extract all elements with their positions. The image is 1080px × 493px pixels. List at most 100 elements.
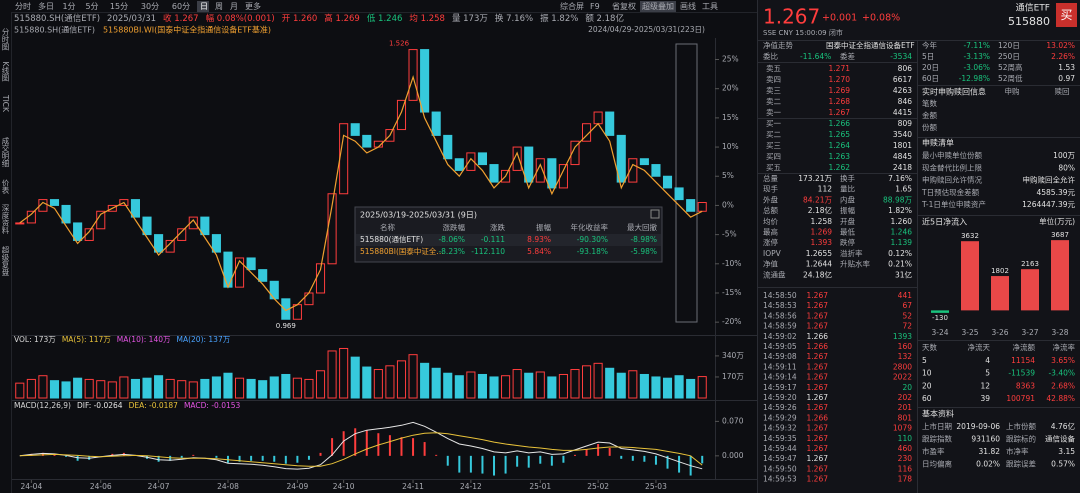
volume-bar xyxy=(281,373,291,399)
candle xyxy=(639,158,649,166)
column-header: 天数 xyxy=(922,342,937,352)
row-label: T-1日单位申赎资产 xyxy=(921,199,986,209)
y-tick-label: 340万 xyxy=(722,351,744,360)
section-title: 实时申购赎回信息 xyxy=(922,87,986,97)
perf-value: -7.11% xyxy=(963,41,990,50)
candle xyxy=(512,146,522,171)
period-tab[interactable]: 日 xyxy=(200,2,208,11)
period-tab[interactable]: 5分 xyxy=(85,2,98,11)
label: 收 1.267 xyxy=(163,13,199,24)
stat-label: 外盘 xyxy=(763,194,778,204)
side-tab[interactable]: 分时图 xyxy=(1,28,10,52)
row-label: 跟踪误差 xyxy=(1006,459,1036,469)
book-volume: 4845 xyxy=(893,152,912,161)
period-tab[interactable]: 60分 xyxy=(172,2,190,11)
period-tab[interactable]: 1分 xyxy=(62,2,75,11)
popup-column: 最大回撤 xyxy=(627,222,657,232)
tool-button[interactable]: 工具 xyxy=(702,2,718,11)
trade-volume: 160 xyxy=(898,342,913,351)
trade-button[interactable] xyxy=(1056,3,1077,27)
stat-label: 升贴水率 xyxy=(840,259,870,269)
trade-time: 14:59:11 xyxy=(763,362,797,371)
tool-button[interactable]: 省复权 xyxy=(612,1,636,11)
label: 515880BI.WI(国泰中证全指通信设备ETF基准) xyxy=(103,25,271,35)
row-value: 0.57% xyxy=(1051,460,1075,469)
trade-volume: 67 xyxy=(902,301,912,310)
period-tab[interactable]: 分时 xyxy=(15,1,31,11)
candle xyxy=(420,49,430,113)
candle xyxy=(119,199,129,206)
side-tab[interactable]: 超级复盘 xyxy=(1,246,10,276)
x-tick-label: 24-08 xyxy=(217,482,239,491)
side-tab[interactable]: K线图 xyxy=(1,62,10,83)
stat-label: 内盘 xyxy=(840,194,855,204)
flow-bar xyxy=(961,241,979,311)
book-volume: 3540 xyxy=(893,130,912,139)
stat-label: 总量 xyxy=(763,173,778,183)
period-tab[interactable]: 多日 xyxy=(38,1,54,11)
candle xyxy=(396,99,407,131)
trade-price: 1.267 xyxy=(807,291,829,300)
flow-cell: 42.88% xyxy=(1046,394,1075,403)
period-tab[interactable]: 月 xyxy=(230,2,238,11)
popup-title: 2025/03/19-2025/03/31 (9日) xyxy=(360,211,477,220)
popup-column: 振幅 xyxy=(536,222,551,232)
volume-bar xyxy=(223,372,233,399)
candle xyxy=(628,158,638,183)
candle xyxy=(431,111,441,136)
label: MA(5): 117万 xyxy=(62,335,111,344)
flow-bar xyxy=(991,276,1009,311)
volume-bar xyxy=(489,376,499,399)
popup-cell: -8.98% xyxy=(630,235,657,244)
popup-close[interactable] xyxy=(650,209,660,219)
stat-label: 最高 xyxy=(763,227,778,237)
volume-bar xyxy=(315,370,326,399)
row-value: 1264447.39元 xyxy=(1022,200,1075,209)
candle xyxy=(616,134,626,183)
period-tab[interactable]: 15分 xyxy=(110,2,128,11)
stat-label: 最低 xyxy=(840,227,855,237)
trade-time: 14:58:56 xyxy=(763,311,797,320)
trade-volume: 202 xyxy=(898,393,913,402)
side-tab[interactable]: 成交明细 xyxy=(1,136,10,169)
trade-button-label[interactable]: 买 xyxy=(1060,8,1072,22)
period-tab[interactable]: 周 xyxy=(215,2,223,11)
trade-volume: 460 xyxy=(898,444,913,453)
candle xyxy=(142,216,152,236)
candle xyxy=(662,175,673,189)
side-tab[interactable]: 价表 xyxy=(1,179,10,195)
trade-time: 14:58:53 xyxy=(763,301,797,310)
perf-value: -3.13% xyxy=(963,52,990,61)
row-value: 4.76亿 xyxy=(1051,421,1076,431)
candle xyxy=(38,199,48,212)
stat-value: 7.16% xyxy=(888,174,912,183)
period-tab[interactable]: 30分 xyxy=(141,2,159,11)
perf-value: -3.06% xyxy=(963,63,990,72)
side-tab[interactable]: TICK xyxy=(1,94,10,113)
tool-button[interactable]: 综合屏 xyxy=(560,1,584,11)
perf-value: 1.53 xyxy=(1058,63,1075,72)
popup-cell: 5.84% xyxy=(527,247,551,256)
volume-bar xyxy=(512,369,522,399)
label: 振 1.82% xyxy=(540,13,578,24)
tool-button[interactable]: 画线 xyxy=(680,1,696,11)
candle xyxy=(84,228,94,241)
scroll-frame[interactable] xyxy=(675,43,698,323)
popup-cell: 515880(通信ETF) xyxy=(360,234,423,244)
volume-bar xyxy=(524,372,534,399)
row-value: 80% xyxy=(1058,163,1075,172)
column-header: 净流率 xyxy=(1053,342,1076,352)
period-tab[interactable]: 更多 xyxy=(245,1,261,11)
trade-volume: 132 xyxy=(898,352,913,361)
trade-volume: 52 xyxy=(902,311,912,320)
stat-label: 换手 xyxy=(840,173,855,183)
stat-value: 84.21万 xyxy=(803,195,832,204)
flow-cell: 5 xyxy=(985,369,990,378)
volume-bar xyxy=(188,381,198,399)
side-tab[interactable]: 深度资料 xyxy=(1,204,10,236)
label: 额 2.18亿 xyxy=(585,13,624,24)
tool-button[interactable]: F9 xyxy=(590,2,600,11)
volume-bar xyxy=(15,382,25,399)
x-tick-label: 24-07 xyxy=(148,482,170,491)
tool-button[interactable]: 超级叠加 xyxy=(642,1,674,11)
